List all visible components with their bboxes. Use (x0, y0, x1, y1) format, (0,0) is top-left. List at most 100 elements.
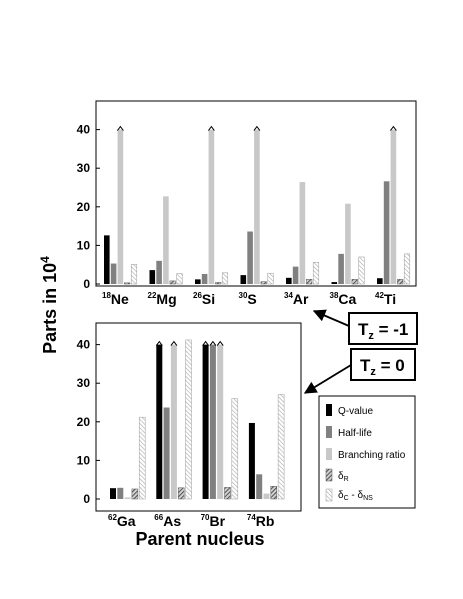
top-bar-ca-dr (351, 279, 358, 285)
top-bar-ca-q (331, 282, 338, 284)
y-axis-title: Parts in 104 (38, 256, 60, 354)
top-bar-ne-dr (124, 282, 131, 285)
bottom-category-label-rb: 74Rb (247, 513, 275, 529)
top-ytick-label-10: 10 (77, 238, 91, 252)
top-truncation-mark-ti-b (390, 125, 397, 131)
bottom-bar-br-dr (224, 487, 231, 500)
bottom-truncation-mark-as-b (170, 340, 178, 346)
top-bar-s-q (240, 275, 247, 284)
top-bar-si-h (201, 273, 208, 284)
bottom-bar-rb-dc (277, 394, 285, 500)
legend-label-q: Q-value (338, 406, 373, 417)
bottom-category-label-br: 70Br (201, 513, 226, 529)
bottom-bar-ga-h (117, 487, 124, 499)
top-ytick-label-0: 0 (83, 277, 90, 291)
top-bar-si-b (208, 129, 215, 284)
svg-text:Tz = 0: Tz = 0 (360, 356, 405, 378)
top-category-label-ti: 42Ti (375, 291, 396, 307)
bottom-bar-ga-b (124, 497, 131, 499)
bottom-category-label-ga: 62Ga (108, 513, 136, 529)
svg-text:Tz = -1: Tz = -1 (358, 320, 408, 342)
top-bar-ar-b (299, 182, 306, 284)
annotation-tz-minus1: Tz = -1 (348, 312, 418, 345)
top-panel-frame (95, 100, 417, 287)
x-axis-title: Parent nucleus (135, 529, 264, 549)
bottom-bar-rb-q (248, 422, 255, 499)
top-bar-ne-q (104, 235, 110, 284)
top-category-label-s: 30S (239, 291, 257, 307)
legend-swatch-b (326, 448, 332, 460)
top-bar-mg-b (163, 196, 169, 284)
bottom-ytick-label-10: 10 (77, 453, 91, 467)
top-ytick-label-20: 20 (77, 200, 91, 214)
bottom-bar-br-dc (231, 398, 239, 500)
top-bar-ar-q (286, 277, 292, 284)
top-bar-s-dc (267, 272, 274, 285)
top-bar-ti-dc (403, 253, 411, 285)
top-bar-ca-dc (358, 256, 365, 285)
bottom-bar-as-b (170, 344, 177, 499)
bottom-bar-as-q (156, 344, 163, 499)
bottom-ytick-label-30: 30 (77, 376, 91, 390)
legend-swatch-dc (325, 488, 333, 502)
annotation-arrow-tz-0 (303, 364, 352, 394)
bottom-truncation-mark-as-q (155, 340, 163, 346)
bottom-ytick-label-0: 0 (83, 492, 90, 506)
top-bar-ti-b (390, 129, 397, 284)
bottom-bar-rb-h (256, 474, 263, 499)
annotation-arrow-tz-minus1 (312, 309, 350, 327)
legend-label-h: Half-life (338, 428, 372, 439)
top-truncation-mark-s-b (253, 125, 261, 131)
top-bar-ne-h (110, 263, 117, 284)
top-truncation-mark-ne-b (117, 125, 124, 131)
legend-swatch-h (326, 426, 332, 438)
bottom-bar-br-q (202, 344, 209, 499)
legend-swatch-dr (325, 468, 333, 482)
bottom-truncation-mark-br-b (216, 340, 224, 346)
bottom-category-label-as: 66As (154, 513, 181, 529)
bottom-bar-ga-dc (138, 416, 146, 500)
top-bar-si-dr (215, 282, 222, 285)
top-bar-s-dr (260, 281, 267, 285)
top-bar-ar-dc (312, 262, 320, 285)
top-category-label-ar: 34Ar (284, 291, 309, 307)
legend-label-dr: δR (338, 471, 349, 483)
bottom-bar-br-b (217, 344, 224, 499)
top-bar-ti-h (383, 181, 390, 284)
top-bar-ne-dc (130, 264, 138, 285)
legend-label-b: Branching ratio (338, 450, 406, 461)
legend-label-dc: δC - δNS (338, 490, 373, 502)
top-category-label-ca: 38Ca (330, 291, 357, 307)
top-bar-mg-q (149, 270, 156, 284)
top-truncation-mark-si-b (208, 125, 215, 131)
bottom-bar-as-dr (177, 487, 185, 500)
top-bar-mg-dc (176, 273, 183, 285)
bottom-panel: 0 10 20 30 40 62Ga 66As 70Br 74Rb (77, 338, 285, 529)
bottom-truncation-mark-br-h (209, 340, 217, 346)
bottom-bar-rb-b (263, 493, 270, 499)
bottom-bar-as-h (163, 407, 170, 499)
top-bar-s-h (247, 231, 253, 284)
top-category-label-mg: 22Mg (148, 291, 177, 307)
annotation-tz-0: Tz = 0 (350, 348, 416, 381)
top-ytick-label-30: 30 (77, 161, 91, 175)
bottom-truncation-mark-br-q (202, 340, 209, 346)
top-ytick-label-40: 40 (77, 123, 91, 137)
top-bar-ne-b (117, 129, 124, 284)
legend: Q-value Half-life Branching ratio δR δC … (318, 395, 416, 509)
top-bar-s-b (254, 129, 260, 284)
top-bar-mg-h (156, 260, 162, 284)
top-bar-mg-dr (169, 280, 176, 285)
bottom-ytick-label-40: 40 (77, 338, 91, 352)
bottom-ytick-label-20: 20 (77, 415, 91, 429)
legend-swatch-q (326, 404, 332, 416)
top-bar-ti-q (377, 278, 383, 284)
top-category-label-si: 26Si (193, 291, 215, 307)
top-bar-ar-dr (306, 279, 313, 285)
legend-frame (318, 395, 416, 509)
top-bar-si-dc (221, 272, 229, 285)
top-bar-ca-h (338, 253, 344, 284)
bottom-bar-br-h (209, 344, 216, 499)
bottom-panel-frame (95, 322, 302, 512)
